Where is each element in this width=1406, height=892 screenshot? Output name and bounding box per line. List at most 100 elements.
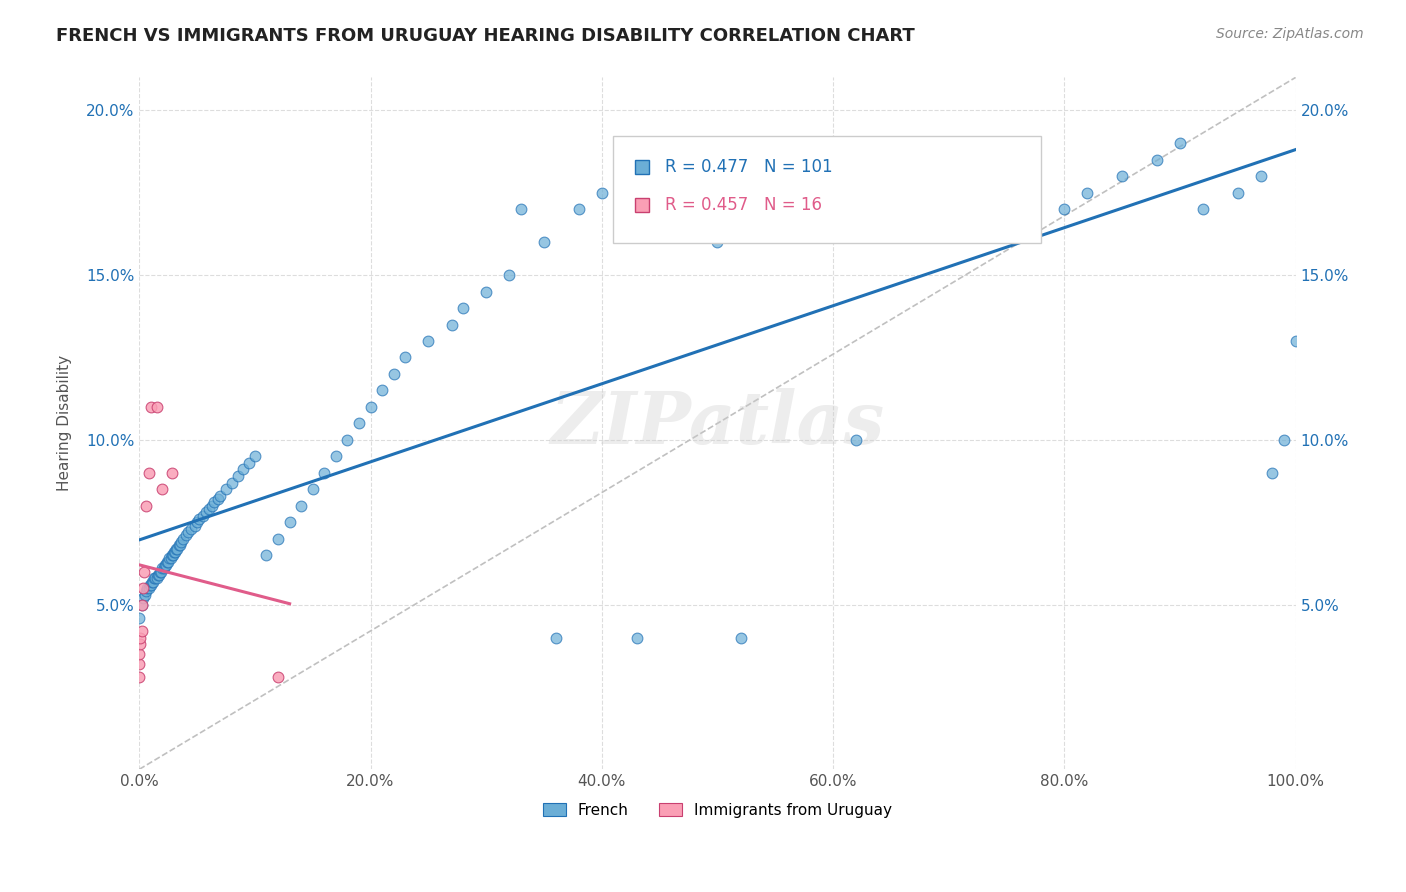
Point [153,558,176,572]
Point [170,535,193,549]
Text: R = 0.457   N = 16: R = 0.457 N = 16 [665,196,823,214]
Text: FRENCH VS IMMIGRANTS FROM URUGUAY HEARING DISABILITY CORRELATION CHART: FRENCH VS IMMIGRANTS FROM URUGUAY HEARIN… [56,27,915,45]
Point [498,268,520,282]
Point [204,495,226,509]
Point [131,624,153,638]
Point [150,565,173,579]
Point [451,301,474,315]
Point [142,574,165,589]
Point [1192,202,1215,217]
Point [301,483,323,497]
Point [325,450,347,464]
Point [141,574,163,589]
Point [129,631,152,645]
Point [1111,169,1133,184]
Point [823,219,845,233]
Point [128,657,150,671]
Point [156,555,179,569]
Point [232,462,254,476]
Point [172,532,194,546]
Point [143,571,166,585]
Point [145,400,167,414]
Point [613,169,636,184]
Point [209,489,232,503]
Point [845,433,868,447]
Point [186,515,208,529]
Text: R = 0.477   N = 101: R = 0.477 N = 101 [665,159,832,177]
Point [195,505,218,519]
Point [163,545,186,559]
Point [152,483,174,497]
Point [136,581,159,595]
Point [177,525,200,540]
Point [152,561,174,575]
Point [336,433,359,447]
Point [730,631,752,645]
Point [347,417,370,431]
Point [180,522,202,536]
Text: Source: ZipAtlas.com: Source: ZipAtlas.com [1216,27,1364,41]
Point [152,561,174,575]
Point [1250,169,1272,184]
Point [1076,186,1098,200]
Point [146,568,169,582]
Point [509,202,531,217]
Point [165,545,187,559]
Point [145,571,167,585]
Point [145,571,167,585]
Point [290,499,312,513]
Point [131,598,153,612]
Point [157,555,180,569]
Point [314,466,336,480]
Point [880,202,903,217]
Point [197,502,219,516]
Point [440,318,463,332]
Point [138,581,160,595]
Point [544,631,567,645]
Point [128,670,150,684]
Point [267,670,290,684]
Point [475,285,498,299]
Point [648,153,671,167]
Point [278,515,301,529]
Point [201,499,224,513]
Point [159,551,181,566]
Point [167,538,190,552]
Point [1053,202,1076,217]
Point [169,538,191,552]
Point [128,611,150,625]
Point [256,548,278,562]
Point [191,508,214,523]
Point [166,541,188,556]
Point [1168,136,1191,151]
FancyBboxPatch shape [613,136,1042,244]
Point [360,400,382,414]
Point [139,578,162,592]
Point [135,499,157,513]
Point [155,558,177,572]
Point [568,202,591,217]
Point [418,334,440,348]
Point [995,136,1018,151]
Point [188,512,211,526]
Point [184,518,207,533]
Point [1284,334,1306,348]
Point [134,588,156,602]
Point [131,598,153,612]
Y-axis label: Hearing Disability: Hearing Disability [58,355,72,491]
Point [1146,153,1168,167]
Point [626,631,648,645]
Point [138,466,160,480]
Point [215,483,238,497]
Point [763,186,786,200]
Point [267,532,290,546]
Point [706,235,728,249]
Point [1261,466,1284,480]
Point [1226,186,1249,200]
Point [394,351,416,365]
Point [162,548,184,562]
Point [132,581,155,595]
Point [243,450,266,464]
Point [938,153,960,167]
Point [149,565,172,579]
